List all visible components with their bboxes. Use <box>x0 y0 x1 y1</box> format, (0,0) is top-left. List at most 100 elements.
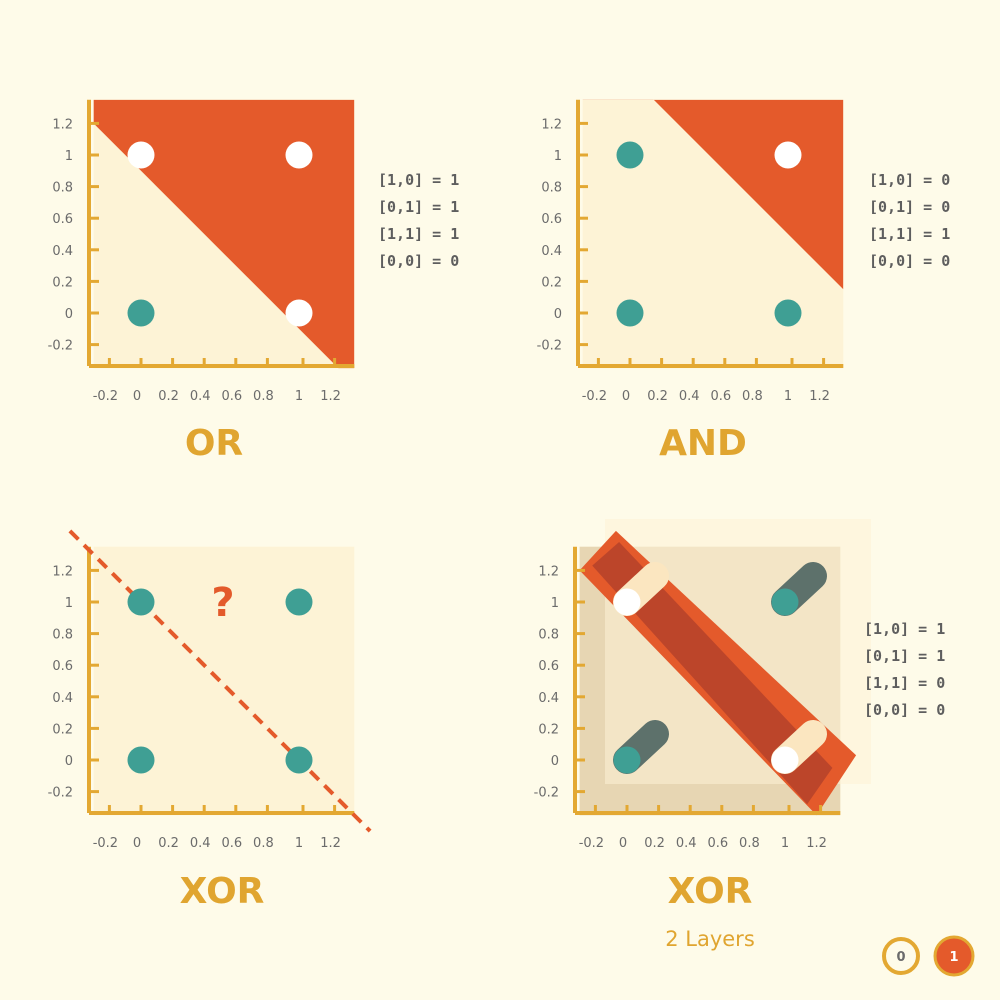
x-tick-label: -0.2 <box>93 389 118 404</box>
y-tick-label: 1 <box>65 596 73 611</box>
x-tick-label: 1.2 <box>809 389 830 404</box>
panel-subtitle: 2 Layers <box>665 927 755 951</box>
y-tick-label: 1.2 <box>52 117 73 132</box>
y-tick-label: 1 <box>551 596 559 611</box>
x-tick-label: 0.2 <box>647 389 668 404</box>
truth-table-row: [1,0] = 1 <box>378 171 459 189</box>
y-tick-label: 0.2 <box>52 275 73 290</box>
y-tick-label: 0.2 <box>52 722 73 737</box>
data-point <box>127 746 155 774</box>
data-point <box>285 299 313 327</box>
y-tick-label: 1.2 <box>541 117 562 132</box>
data-point <box>771 588 799 616</box>
x-tick-label: -0.2 <box>582 389 607 404</box>
y-tick-label: 0.8 <box>538 628 559 643</box>
legend-marker-zero <box>882 937 920 975</box>
truth-table-row: [1,0] = 1 <box>864 620 945 638</box>
x-tick-label: 0.6 <box>707 836 728 851</box>
y-tick-label: -0.2 <box>48 786 73 801</box>
panel-title: XOR <box>180 871 265 912</box>
decision-region <box>93 99 355 369</box>
y-tick-label: 1.2 <box>52 564 73 579</box>
y-tick-label: -0.2 <box>537 339 562 354</box>
panel-title: XOR <box>668 871 753 912</box>
data-point <box>285 141 313 169</box>
panel-title: AND <box>659 423 747 464</box>
y-tick-label: 0.8 <box>52 181 73 196</box>
data-point <box>127 299 155 327</box>
truth-table-row: [1,1] = 1 <box>378 225 459 243</box>
data-point <box>127 588 155 616</box>
y-tick-label: 1 <box>554 149 562 164</box>
x-tick-label: 0 <box>619 836 627 851</box>
xor-two-layer-panel: -0.2 0 0.2 0.4 0.6 0.8 1 1.2 1.2 1 0.8 0.6 0.4 0.2 0 -0… <box>534 519 945 951</box>
legend-label: 0 <box>896 950 905 965</box>
x-tick-label: 0 <box>133 389 141 404</box>
data-point <box>616 299 644 327</box>
x-tick-label: 0.6 <box>221 836 242 851</box>
y-tick-label: 0.6 <box>538 659 559 674</box>
x-tick-label: 0.2 <box>158 389 179 404</box>
x-tick-label: 0.4 <box>676 836 697 851</box>
y-tick-label: 0.4 <box>541 244 562 259</box>
x-tick-label: 0.4 <box>679 389 700 404</box>
data-point <box>771 746 799 774</box>
y-tick-label: -0.2 <box>534 786 559 801</box>
y-tick-label: 0.4 <box>52 244 73 259</box>
and-panel: -0.2 0 0.2 0.4 0.6 0.8 1 1.2 1.2 1 0.8 0.6 0.4 0.2 0 -0… <box>537 99 950 464</box>
x-tick-label: 1.2 <box>320 836 341 851</box>
y-tick-label: 0.4 <box>52 691 73 706</box>
x-tick-label: -0.2 <box>93 836 118 851</box>
truth-table-row: [0,1] = 1 <box>864 647 945 665</box>
y-tick-label: 0.2 <box>538 722 559 737</box>
legend-marker-one <box>933 935 975 977</box>
x-tick-label: 1.2 <box>320 389 341 404</box>
y-tick-label: 0.6 <box>52 659 73 674</box>
x-tick-label: 0.4 <box>190 389 211 404</box>
y-tick-label: -0.2 <box>48 339 73 354</box>
x-tick-label: 0.8 <box>253 389 274 404</box>
x-tick-label: 0.8 <box>739 836 760 851</box>
data-point <box>774 141 802 169</box>
truth-table-row: [0,1] = 0 <box>869 198 950 216</box>
xor-panel: -0.2 0 0.2 0.4 0.6 0.8 1 1.2 1.2 1 0.8 0.6 0.4 0.2 0 -0… <box>48 529 372 912</box>
y-tick-label: 0 <box>554 307 562 322</box>
x-tick-label: 0.8 <box>742 389 763 404</box>
y-tick-label: 0.2 <box>541 275 562 290</box>
x-tick-label: 0.4 <box>190 836 211 851</box>
truth-table-row: [0,0] = 0 <box>378 252 459 270</box>
x-tick-label: 0.6 <box>710 389 731 404</box>
y-tick-label: 1.2 <box>538 564 559 579</box>
output-band <box>592 541 833 805</box>
x-tick-label: 1 <box>781 836 789 851</box>
x-tick-label: 1 <box>295 389 303 404</box>
x-tick-label: -0.2 <box>579 836 604 851</box>
x-tick-label: 1 <box>295 836 303 851</box>
panel-title: OR <box>185 423 243 464</box>
data-point <box>613 588 641 616</box>
truth-table-row: [0,0] = 0 <box>864 701 945 719</box>
truth-table-row: [1,0] = 0 <box>869 171 950 189</box>
data-point <box>774 299 802 327</box>
truth-table-row: [1,1] = 0 <box>864 674 945 692</box>
y-tick-label: 0.8 <box>541 181 562 196</box>
data-point <box>285 746 313 774</box>
y-tick-label: 0.8 <box>52 628 73 643</box>
x-tick-label: 0.2 <box>644 836 665 851</box>
y-tick-label: 0.4 <box>538 691 559 706</box>
or-panel: -0.2 0 0.2 0.4 0.6 0.8 1 1.2 1.2 1 0.8 0.6 0.4 0.2 0 -0… <box>48 99 459 464</box>
x-tick-label: 1 <box>784 389 792 404</box>
legend-label: 1 <box>949 950 958 965</box>
y-tick-label: 1 <box>65 149 73 164</box>
truth-table-row: [0,1] = 1 <box>378 198 459 216</box>
y-tick-label: 0 <box>65 754 73 769</box>
data-point <box>613 746 641 774</box>
data-point <box>616 141 644 169</box>
y-tick-label: 0.6 <box>52 212 73 227</box>
data-point <box>127 141 155 169</box>
x-tick-label: 0 <box>622 389 630 404</box>
x-tick-label: 0.8 <box>253 836 274 851</box>
x-tick-label: 1.2 <box>806 836 827 851</box>
data-point <box>285 588 313 616</box>
